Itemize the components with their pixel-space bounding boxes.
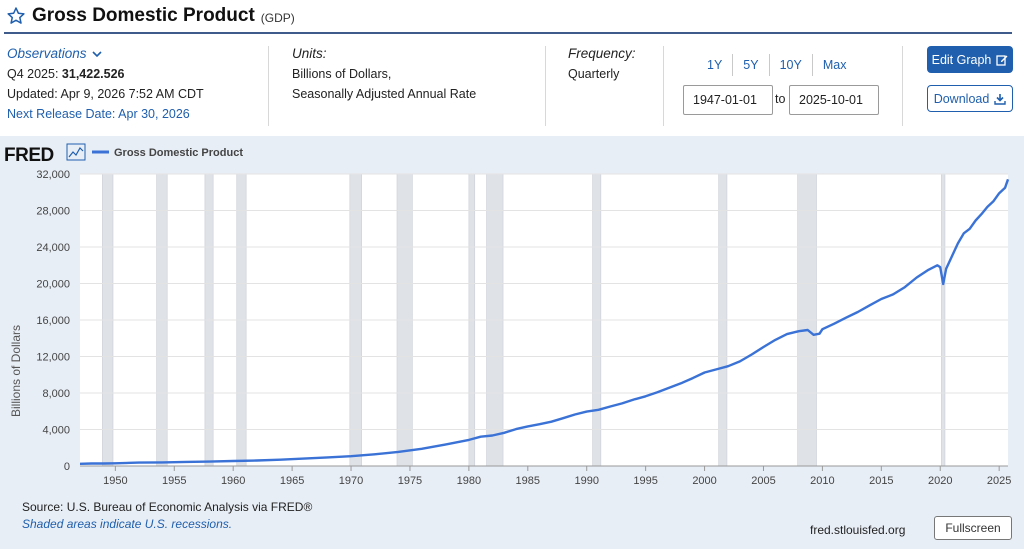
- pencil-icon: [996, 54, 1008, 66]
- y-tick-label: 8,000: [42, 388, 70, 400]
- meta-divider: [268, 46, 269, 126]
- x-tick-label: 1955: [162, 475, 186, 487]
- x-tick-label: 1980: [457, 475, 481, 487]
- range-button-10y[interactable]: 10Y: [770, 54, 813, 76]
- x-axis-ticks: 1950 1955 1960 1965 1970 1975 1980 1985 1990 1995…: [80, 465, 1011, 487]
- observations-label: Observations: [7, 46, 87, 61]
- x-tick-label: 1950: [103, 475, 127, 487]
- y-tick-label: 0: [64, 461, 70, 473]
- fred-url[interactable]: fred.stlouisfed.org: [810, 523, 906, 537]
- observations-column: Observations Q4 2025: 31,422.526 Updated…: [7, 44, 204, 124]
- y-tick-label: 20,000: [36, 279, 70, 291]
- range-button-1y[interactable]: 1Y: [697, 54, 734, 76]
- x-tick-label: 1975: [398, 475, 422, 487]
- fred-chart-icon: [66, 143, 86, 161]
- units-column: Units: Billions of Dollars, Seasonally A…: [292, 44, 476, 104]
- y-tick-label: 24,000: [36, 242, 70, 254]
- series-code: (GDP): [260, 11, 295, 25]
- observation-value: 31,422.526: [61, 67, 125, 81]
- y-tick-label: 32,000: [36, 169, 70, 181]
- start-date-input[interactable]: 1947-01-01: [683, 85, 773, 115]
- observation-period: Q4 2025:: [7, 67, 59, 81]
- gdp-chart[interactable]: 0 4,000 8,000 12,000 16,000 20,000 24,000 28,00…: [0, 136, 1024, 496]
- frequency-column: Frequency: Quarterly: [568, 44, 636, 84]
- x-tick-label: 1985: [516, 475, 540, 487]
- chevron-down-icon: [91, 51, 102, 58]
- download-icon: [994, 93, 1006, 105]
- title-divider: [4, 32, 1012, 34]
- download-label: Download: [933, 91, 990, 106]
- units-label: Units:: [292, 46, 327, 61]
- y-tick-label: 4,000: [42, 425, 70, 437]
- source-text: Source: U.S. Bureau of Economic Analysis…: [22, 500, 313, 514]
- observations-dropdown[interactable]: Observations: [7, 44, 103, 64]
- fullscreen-button[interactable]: Fullscreen: [934, 516, 1012, 540]
- x-tick-label: 1970: [339, 475, 363, 487]
- page-title: Gross Domestic Product: [32, 5, 255, 26]
- end-date-input[interactable]: 2025-10-01: [789, 85, 879, 115]
- range-button-5y[interactable]: 5Y: [733, 54, 770, 76]
- updated-text: Updated: Apr 9, 2026 7:52 AM CDT: [7, 87, 204, 101]
- x-tick-label: 1960: [221, 475, 245, 487]
- x-tick-label: 2010: [810, 475, 834, 487]
- x-tick-label: 2015: [869, 475, 893, 487]
- legend-label[interactable]: Gross Domestic Product: [114, 147, 243, 159]
- y-axis-ticks: 0 4,000 8,000 12,000 16,000 20,000 24,000 28,00…: [36, 169, 70, 473]
- units-line-1: Billions of Dollars,: [292, 67, 392, 81]
- frequency-label: Frequency:: [568, 46, 636, 61]
- frequency-value: Quarterly: [568, 67, 620, 81]
- x-tick-label: 2000: [692, 475, 716, 487]
- gdp-series-line[interactable]: [79, 178, 1010, 465]
- title-row: Gross Domestic Product (GDP): [6, 4, 295, 28]
- y-tick-label: 16,000: [36, 315, 70, 327]
- star-icon[interactable]: [6, 6, 26, 26]
- x-tick-label: 1990: [574, 475, 598, 487]
- recession-note: Shaded areas indicate U.S. recessions.: [22, 517, 233, 531]
- x-tick-label: 1995: [633, 475, 657, 487]
- download-button[interactable]: Download: [927, 85, 1013, 112]
- edit-graph-label: Edit Graph: [931, 52, 992, 67]
- range-button-max[interactable]: Max: [822, 58, 847, 72]
- series-meta: Observations Q4 2025: 31,422.526 Updated…: [0, 44, 1024, 128]
- y-tick-label: 28,000: [36, 206, 70, 218]
- units-line-2: Seasonally Adjusted Annual Rate: [292, 87, 477, 101]
- x-tick-label: 2005: [751, 475, 775, 487]
- x-tick-label: 2020: [928, 475, 952, 487]
- edit-graph-button[interactable]: Edit Graph: [927, 46, 1013, 73]
- date-to-label: to: [775, 92, 786, 106]
- meta-divider: [545, 46, 546, 126]
- y-tick-label: 12,000: [36, 352, 70, 364]
- y-axis-label: Billions of Dollars: [9, 325, 23, 417]
- fred-logo[interactable]: FRED: [4, 145, 54, 166]
- x-tick-label: 2025: [987, 475, 1011, 487]
- meta-divider: [663, 46, 664, 126]
- range-buttons: 1Y 5Y 10Y Max: [697, 54, 856, 76]
- next-release-link[interactable]: Next Release Date: Apr 30, 2026: [7, 107, 190, 121]
- x-tick-label: 1965: [280, 475, 304, 487]
- latest-observation: Q4 2025: 31,422.526: [7, 64, 204, 84]
- meta-divider: [902, 46, 903, 126]
